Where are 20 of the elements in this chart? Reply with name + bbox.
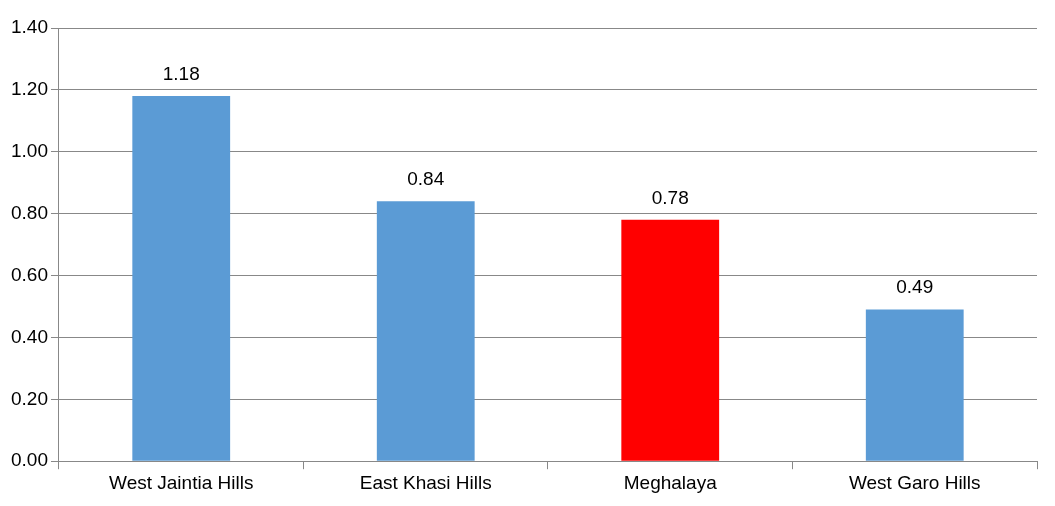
x-tick-label: West Jaintia Hills bbox=[109, 471, 254, 493]
y-tick-label: 0.20 bbox=[11, 387, 48, 409]
y-tick-label: 0.00 bbox=[11, 449, 48, 471]
y-tick-label: 0.40 bbox=[11, 325, 48, 347]
data-label: 1.18 bbox=[162, 62, 200, 84]
bar bbox=[621, 219, 720, 461]
bar bbox=[132, 96, 231, 461]
y-tick-label: 1.40 bbox=[11, 16, 48, 38]
bar bbox=[865, 309, 964, 461]
y-tick-label: 0.80 bbox=[11, 201, 48, 223]
data-label: 0.78 bbox=[651, 186, 689, 208]
data-label: 0.84 bbox=[407, 168, 445, 190]
y-tick-label: 1.20 bbox=[11, 78, 48, 100]
bar bbox=[376, 201, 475, 461]
x-tick-label: Meghalaya bbox=[623, 471, 718, 493]
x-tick-label: East Khasi Hills bbox=[359, 471, 492, 493]
data-label: 0.49 bbox=[896, 276, 934, 298]
y-tick-label: 0.60 bbox=[11, 263, 48, 285]
x-tick-label: West Garo Hills bbox=[848, 471, 981, 493]
y-tick-label: 1.00 bbox=[11, 140, 48, 162]
